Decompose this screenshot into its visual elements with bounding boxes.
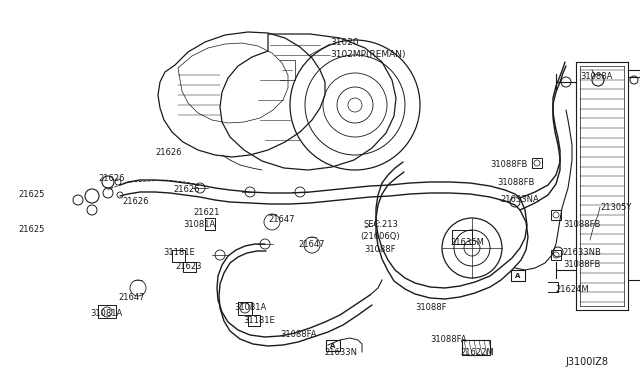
Text: 21626: 21626 — [155, 148, 182, 157]
Text: 21623: 21623 — [175, 262, 202, 271]
Text: (21606Q): (21606Q) — [360, 232, 399, 241]
Text: 3102MP(REMAN): 3102MP(REMAN) — [330, 50, 406, 59]
Text: 21647: 21647 — [118, 293, 145, 302]
Text: 31088F: 31088F — [415, 303, 447, 312]
Text: SEC.213: SEC.213 — [363, 220, 398, 229]
Text: 21633NA: 21633NA — [500, 195, 539, 204]
Text: 31088FB: 31088FB — [497, 178, 534, 187]
Text: 31088FB: 31088FB — [563, 260, 600, 269]
Text: 31081A: 31081A — [90, 309, 122, 318]
Bar — [551, 210, 561, 220]
Text: 31088F: 31088F — [364, 245, 396, 254]
Text: 21647: 21647 — [298, 240, 324, 249]
Text: 21624M: 21624M — [555, 285, 589, 294]
Text: A: A — [330, 343, 336, 349]
Text: 31088FB: 31088FB — [563, 220, 600, 229]
Text: A: A — [515, 273, 521, 279]
Text: J3100IZ8: J3100IZ8 — [565, 357, 608, 367]
Text: 31088A: 31088A — [580, 72, 612, 81]
Text: 21636M: 21636M — [450, 238, 484, 247]
Bar — [511, 270, 525, 281]
Text: 21626: 21626 — [122, 197, 148, 206]
Bar — [452, 230, 472, 244]
Text: 21625: 21625 — [18, 190, 44, 199]
Text: 21305Y: 21305Y — [600, 203, 632, 212]
Text: 21625: 21625 — [18, 225, 44, 234]
Bar — [326, 340, 340, 351]
Text: 31081A: 31081A — [234, 303, 266, 312]
Text: 31181E: 31181E — [243, 316, 275, 325]
Text: 21647: 21647 — [268, 215, 294, 224]
Text: 31088FB: 31088FB — [490, 160, 527, 169]
Text: 31088FA: 31088FA — [280, 330, 317, 339]
Text: 21622M: 21622M — [460, 348, 493, 357]
Text: 21626: 21626 — [173, 185, 200, 194]
Text: 21626: 21626 — [98, 174, 125, 183]
Text: 31020: 31020 — [330, 38, 358, 47]
Text: 21633N: 21633N — [324, 348, 357, 357]
Text: 31081A: 31081A — [183, 220, 215, 229]
Bar — [532, 158, 542, 168]
Text: 31181E: 31181E — [163, 248, 195, 257]
Text: 21633NB: 21633NB — [562, 248, 601, 257]
Bar — [551, 250, 561, 260]
Text: 21621: 21621 — [193, 208, 220, 217]
Text: 31088FA: 31088FA — [430, 335, 467, 344]
